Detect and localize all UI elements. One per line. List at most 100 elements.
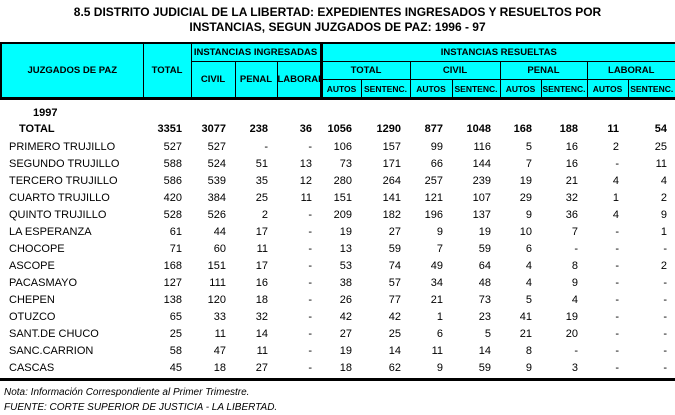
col-header-rt-sentenc: SENTENC.	[360, 79, 411, 100]
table-row: SANC.CARRION 58 47 11 - 19 14 11 14 8 - - -	[1, 342, 675, 359]
cell-value: 188	[559, 122, 578, 135]
cell-value: 48	[478, 276, 491, 289]
cell-value: 3	[571, 361, 578, 374]
cell-value: 107	[472, 191, 491, 204]
cell-value: -	[615, 242, 619, 255]
cell-value: 45	[169, 361, 182, 374]
cell-value: 16	[565, 157, 578, 170]
cell-value: 4	[612, 174, 619, 187]
cell-value: 60	[213, 242, 226, 255]
cell-value: 2	[612, 140, 619, 153]
cell-value: 196	[424, 208, 443, 221]
cell-value: 27	[339, 327, 352, 340]
table-body: 1997 TOTAL 3351 3077 238 36 1056 1290 877 1048 168…	[1, 99, 675, 377]
cell-value: 62	[388, 361, 401, 374]
cell-value: 17	[255, 259, 268, 272]
col-header-total: TOTAL	[142, 42, 192, 100]
cell-value: 877	[424, 122, 443, 135]
cell-value: 11	[256, 242, 268, 255]
table-row: CASCAS 45 18 27 - 18 62 9 59 9 3 - -	[1, 359, 675, 376]
cell-value: 9	[436, 361, 443, 374]
cell-value: 11	[214, 327, 226, 340]
cell-value: 18	[213, 361, 226, 374]
group-header-resueltas: INSTANCIAS RESUELTAS	[319, 42, 675, 62]
group-header-resueltas-civil: CIVIL	[409, 61, 501, 80]
cell-value: 238	[249, 122, 268, 135]
cell-value: 14	[255, 327, 268, 340]
cell-value: 33	[213, 310, 226, 323]
cell-value: 527	[163, 140, 182, 153]
cell-value: 99	[430, 140, 443, 153]
cell-value: -	[663, 361, 667, 374]
cell-value: 264	[382, 174, 401, 187]
cell-value: 11	[607, 122, 619, 135]
cell-value: 49	[430, 259, 443, 272]
cell-value: -	[264, 140, 268, 153]
row-label: TERCERO TRUJILLO	[9, 174, 118, 187]
table-row: PRIMERO TRUJILLO 527 527 - - 106 157 99 116 5 16 2 2…	[1, 138, 675, 155]
year-label: 1997	[33, 107, 58, 119]
cell-value: 59	[478, 242, 491, 255]
cell-value: 77	[388, 293, 401, 306]
table-row: OTUZCO 65 33 32 - 42 42 1 23 41 19 - -	[1, 308, 675, 325]
nota-line: Nota: Información Correspondiente al Pri…	[4, 387, 250, 398]
cell-value: -	[308, 293, 312, 306]
cell-value: 106	[333, 140, 352, 153]
cell-value: 1	[436, 310, 443, 323]
cell-value: 527	[207, 140, 226, 153]
cell-value: 9	[525, 361, 532, 374]
cell-value: 14	[478, 344, 491, 357]
footer-notes: Nota: Información Correspondiente al Pri…	[0, 381, 675, 415]
cell-value: -	[615, 344, 619, 357]
cell-value: 25	[654, 140, 667, 153]
cell-value: 16	[565, 140, 578, 153]
row-label: CUARTO TRUJILLO	[9, 191, 110, 204]
cell-value: 57	[388, 276, 401, 289]
cell-value: -	[615, 276, 619, 289]
cell-value: 1290	[376, 122, 401, 135]
col-header-ingresadas-laboral: LABORAL	[276, 61, 323, 100]
cell-value: 19	[339, 225, 352, 238]
cell-value: 8	[525, 344, 532, 357]
cell-value: 65	[169, 310, 182, 323]
cell-value: 528	[163, 208, 182, 221]
cell-value: 38	[339, 276, 352, 289]
cell-value: 2	[660, 191, 667, 204]
cell-value: 25	[388, 327, 401, 340]
cell-value: -	[663, 327, 667, 340]
cell-value: 121	[424, 191, 443, 204]
cell-value: 586	[163, 174, 182, 187]
cell-value: 127	[163, 276, 182, 289]
cell-value: -	[663, 293, 667, 306]
cell-value: 9	[571, 276, 578, 289]
cell-value: 141	[382, 191, 401, 204]
cell-value: 116	[473, 140, 491, 153]
col-header-rl-sentenc: SENTENC.	[627, 79, 675, 100]
cell-value: 9	[525, 208, 532, 221]
cell-value: 44	[213, 225, 226, 238]
cell-value: 59	[478, 361, 491, 374]
cell-value: 26	[339, 293, 352, 306]
col-header-juzgados: JUZGADOS DE PAZ	[0, 42, 144, 100]
cell-value: 6	[436, 327, 443, 340]
row-label: QUINTO TRUJILLO	[9, 208, 107, 221]
cell-value: 12	[299, 174, 312, 187]
cell-value: 7	[571, 225, 578, 238]
page-title: 8.5 DISTRITO JUDICIAL DE LA LIBERTAD: EX…	[0, 0, 675, 35]
cell-value: 18	[339, 361, 352, 374]
cell-value: 420	[163, 191, 182, 204]
cell-value: 42	[339, 310, 352, 323]
cell-value: -	[663, 276, 667, 289]
table-row: TERCERO TRUJILLO 586 539 35 12 280 264 257 239 19…	[1, 172, 675, 189]
cell-value: 151	[333, 191, 352, 204]
cell-value: -	[663, 310, 667, 323]
cell-value: 8	[571, 259, 578, 272]
cell-value: 36	[565, 208, 578, 221]
group-header-ingresadas: INSTANCIAS INGRESADAS	[190, 42, 323, 62]
cell-value: 42	[388, 310, 401, 323]
cell-value: 111	[209, 276, 226, 289]
cell-value: 19	[565, 310, 578, 323]
cell-value: -	[308, 327, 312, 340]
cell-value: 1048	[466, 122, 491, 135]
cell-value: 32	[565, 191, 578, 204]
